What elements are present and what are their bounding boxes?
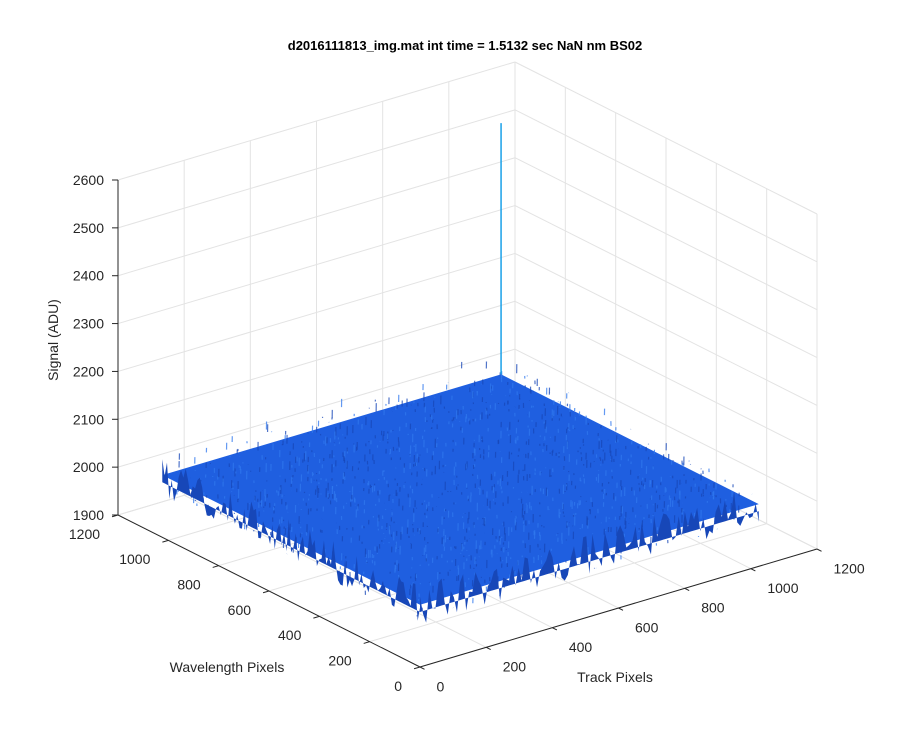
x-tick — [419, 666, 425, 670]
z-tick-label: 2300 — [73, 316, 104, 332]
chart-title: d2016111813_img.mat int time = 1.5132 se… — [288, 38, 642, 53]
x-tick-label: 0 — [437, 678, 445, 694]
y-tick-label: 400 — [278, 627, 302, 643]
grid-line — [117, 252, 516, 372]
z-tick-label: 1900 — [73, 507, 104, 523]
surface-edge-front — [420, 491, 759, 623]
y-tick-label: 1200 — [69, 526, 100, 542]
y-tick — [262, 590, 270, 594]
y-tick-label: 600 — [228, 602, 252, 618]
grid-line — [117, 109, 516, 229]
z-tick-label: 2200 — [73, 363, 104, 379]
x-tick — [485, 646, 491, 651]
grid-line — [514, 109, 818, 263]
surface-top — [162, 374, 759, 605]
y-tick-label: 1000 — [119, 551, 150, 567]
surface-edge-left — [162, 459, 420, 621]
y-tick-label: 0 — [394, 678, 402, 694]
x-tick — [618, 607, 624, 611]
x-tick-label: 1200 — [834, 560, 865, 576]
x-tick-label: 600 — [635, 619, 659, 635]
z-tick-label: 2000 — [73, 459, 104, 475]
z-axis-label: Signal (ADU) — [45, 299, 61, 381]
grid-line — [514, 348, 818, 502]
x-tick-label: 200 — [503, 659, 527, 675]
y-tick — [313, 615, 320, 619]
grid-line — [514, 300, 818, 454]
grid-line — [117, 348, 516, 468]
x-tick — [552, 627, 558, 631]
y-tick — [212, 565, 219, 568]
grid-line — [117, 205, 516, 325]
x-tick-label: 800 — [701, 600, 725, 616]
x-tick — [684, 587, 690, 592]
y-tick — [363, 641, 370, 644]
grid-line — [514, 157, 818, 311]
grid-line — [514, 61, 818, 215]
x-tick — [750, 568, 756, 572]
y-axis-label: Wavelength Pixels — [170, 659, 285, 675]
x-tick — [816, 548, 822, 552]
axes: 0 200 400 600 800 1000 1200 0 200 400 600 800 1000 12… — [69, 172, 865, 694]
y-tick-label: 800 — [177, 576, 201, 592]
surface — [162, 123, 759, 623]
y-tick — [162, 539, 169, 543]
z-tick-label: 2600 — [73, 172, 104, 188]
x-tick-label: 1000 — [767, 580, 798, 596]
z-tick-label: 2100 — [73, 411, 104, 427]
z-tick-label: 2500 — [73, 220, 104, 236]
y-tick-label: 200 — [328, 652, 352, 668]
grid-line — [117, 61, 516, 181]
z-tick-label: 2400 — [73, 268, 104, 284]
grid-line — [514, 205, 818, 359]
x-tick-label: 400 — [569, 639, 593, 655]
grid-line — [117, 157, 516, 277]
y-tick — [413, 666, 421, 670]
grid-line — [117, 300, 516, 420]
grid-line — [514, 252, 818, 406]
grid-line — [369, 523, 767, 643]
x-axis-label: Track Pixels — [577, 669, 653, 685]
